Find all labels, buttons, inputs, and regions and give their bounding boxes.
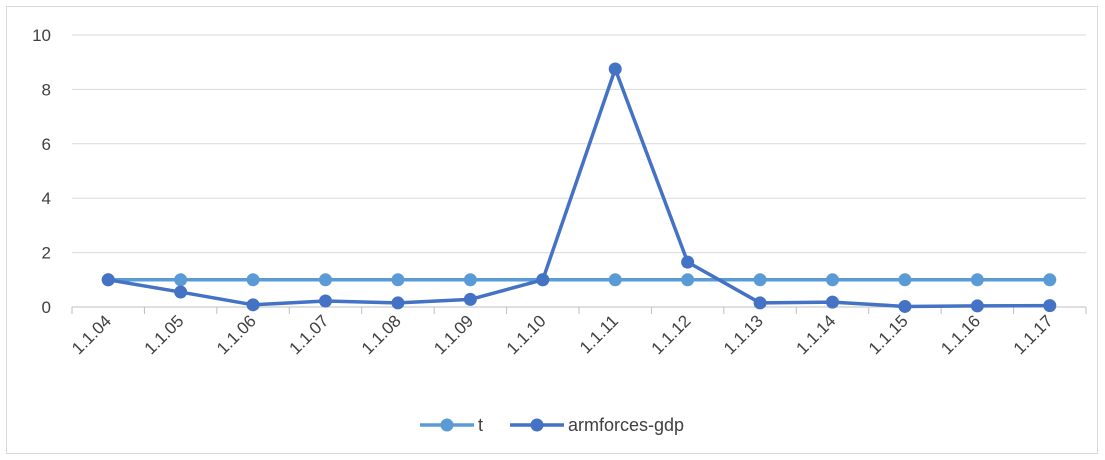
- data-point: [174, 273, 188, 287]
- data-point: [1043, 273, 1057, 287]
- x-tick-label: 1.1.05: [141, 311, 188, 358]
- data-point: [681, 255, 695, 269]
- data-point: [826, 295, 839, 309]
- data-point: [1043, 299, 1057, 313]
- data-point: [608, 62, 622, 76]
- data-point: [319, 294, 332, 308]
- data-point: [898, 299, 912, 313]
- series-t: [101, 273, 1057, 287]
- x-tick-label: 1.1.07: [285, 311, 332, 358]
- data-point: [391, 273, 405, 287]
- data-point: [681, 273, 695, 287]
- data-point: [101, 273, 115, 287]
- x-tick-label: 1.1.17: [1010, 311, 1057, 358]
- x-tick-label: 1.1.16: [937, 311, 984, 358]
- y-tick-label: 0: [42, 298, 51, 317]
- data-point: [898, 273, 912, 287]
- legend-marker: [440, 418, 454, 432]
- y-tick-label: 8: [42, 80, 51, 99]
- x-tick-label: 1.1.15: [865, 311, 912, 358]
- x-tick-label: 1.1.08: [358, 311, 405, 358]
- legend-item: t: [420, 415, 483, 435]
- chart-frame: [6, 6, 1098, 454]
- x-tick-label: 1.1.09: [430, 311, 477, 358]
- data-point: [463, 273, 477, 287]
- data-point: [826, 273, 839, 287]
- data-point: [753, 296, 767, 310]
- data-point: [246, 273, 260, 287]
- series-line: [107, 67, 1050, 309]
- y-axis-ticks: 0 2 4 6 8 10: [32, 26, 51, 317]
- data-point: [753, 273, 767, 287]
- y-tick-label: 10: [32, 26, 51, 45]
- data-point: [536, 273, 550, 287]
- data-point: [246, 298, 260, 312]
- y-tick-label: 4: [42, 189, 51, 208]
- x-tick-label: 1.1.14: [792, 311, 839, 358]
- legend-marker: [530, 418, 544, 432]
- y-tick-label: 6: [42, 135, 51, 154]
- x-tick-label: 1.1.11: [576, 311, 622, 357]
- x-axis: 1.1.04 1.1.05 1.1.06 1.1.07 1.1.08 1.1.09 1.1.…: [68, 306, 1087, 358]
- legend-label: armforces-gdp: [568, 415, 684, 435]
- series-armforces-gdp: [101, 62, 1057, 313]
- data-point: [970, 273, 984, 287]
- data-point: [391, 296, 405, 310]
- x-tick-label: 1.1.13: [720, 311, 767, 358]
- data-point: [174, 285, 188, 299]
- y-tick-label: 2: [42, 244, 51, 263]
- series-group: [101, 62, 1057, 313]
- data-point: [970, 299, 984, 313]
- data-point: [463, 292, 477, 306]
- x-tick-label: 1.1.12: [648, 311, 695, 358]
- legend: t armforces-gdp: [420, 415, 684, 435]
- gridlines: [72, 34, 1086, 254]
- x-tick-label: 1.1.10: [503, 311, 550, 358]
- data-point: [319, 273, 332, 287]
- data-point: [608, 273, 622, 287]
- x-tick-label: 1.1.04: [68, 311, 115, 358]
- x-tick-label: 1.1.06: [213, 311, 260, 358]
- legend-label: t: [478, 415, 483, 435]
- legend-item: armforces-gdp: [510, 415, 684, 435]
